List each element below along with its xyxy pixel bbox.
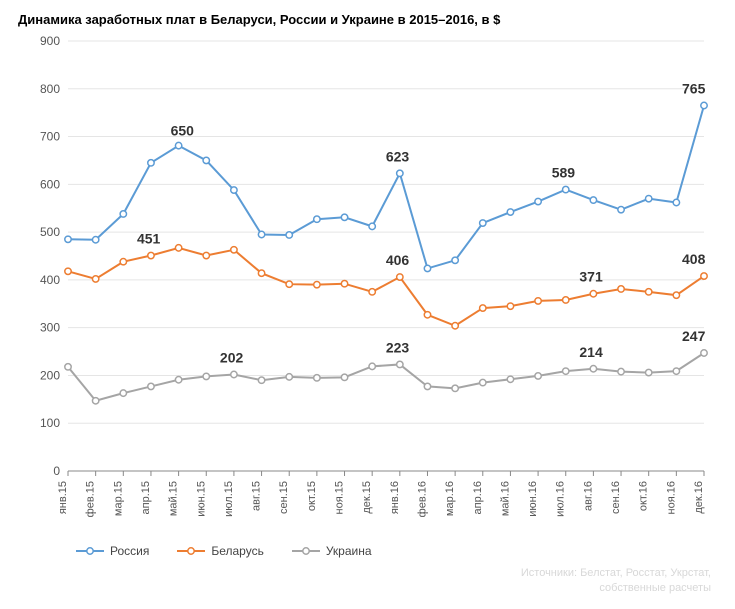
series-Украина: 202 223 214 247 bbox=[65, 328, 707, 404]
svg-text:589: 589 bbox=[552, 165, 576, 181]
svg-text:май.15: май.15 bbox=[168, 481, 180, 516]
svg-text:янв.15: янв.15 bbox=[57, 481, 69, 514]
svg-text:сен.16: сен.16 bbox=[610, 481, 622, 514]
svg-text:200: 200 bbox=[40, 368, 60, 382]
svg-text:окт.16: окт.16 bbox=[638, 481, 650, 511]
legend-item: Украина bbox=[292, 544, 372, 558]
legend: Россия Беларусь Украина bbox=[76, 544, 719, 558]
svg-text:371: 371 bbox=[579, 269, 603, 285]
svg-text:500: 500 bbox=[40, 225, 60, 239]
legend-swatch bbox=[76, 546, 104, 556]
svg-text:дек.15: дек.15 bbox=[361, 481, 373, 514]
svg-text:апр.15: апр.15 bbox=[140, 481, 152, 514]
svg-text:мар.15: мар.15 bbox=[112, 481, 124, 516]
svg-text:247: 247 bbox=[682, 328, 706, 344]
svg-text:700: 700 bbox=[40, 130, 60, 144]
svg-text:авг.15: авг.15 bbox=[251, 481, 263, 511]
svg-text:451: 451 bbox=[137, 231, 161, 247]
svg-text:ноя.15: ноя.15 bbox=[334, 481, 346, 514]
svg-text:авг.16: авг.16 bbox=[582, 481, 594, 511]
svg-text:202: 202 bbox=[220, 349, 244, 365]
series-Россия: 650 623 589 765 bbox=[65, 81, 707, 272]
svg-text:800: 800 bbox=[40, 82, 60, 96]
chart: 0 100 200 300 400 500 600 700 800 900 янв.15 фев.15… bbox=[16, 33, 716, 538]
chart-svg: 0 100 200 300 400 500 600 700 800 900 янв.15 фев.15… bbox=[16, 33, 716, 538]
svg-text:214: 214 bbox=[579, 344, 603, 360]
source-text: Источники: Белстат, Росстат, Укрстат, со… bbox=[471, 566, 711, 595]
svg-text:май.16: май.16 bbox=[499, 481, 511, 516]
svg-text:июн.16: июн.16 bbox=[527, 481, 539, 517]
svg-text:фев.16: фев.16 bbox=[416, 481, 428, 517]
svg-text:сен.15: сен.15 bbox=[278, 481, 290, 514]
svg-text:600: 600 bbox=[40, 177, 60, 191]
legend-swatch bbox=[292, 546, 320, 556]
svg-text:мар.16: мар.16 bbox=[444, 481, 456, 516]
svg-text:300: 300 bbox=[40, 321, 60, 335]
svg-text:223: 223 bbox=[386, 339, 410, 355]
legend-swatch bbox=[177, 546, 205, 556]
svg-text:июн.15: июн.15 bbox=[195, 481, 207, 517]
svg-text:фев.15: фев.15 bbox=[85, 481, 97, 517]
legend-item: Беларусь bbox=[177, 544, 263, 558]
svg-text:400: 400 bbox=[40, 273, 60, 287]
svg-text:900: 900 bbox=[40, 34, 60, 48]
legend-label: Россия bbox=[110, 544, 149, 558]
svg-text:623: 623 bbox=[386, 148, 410, 164]
legend-label: Украина bbox=[326, 544, 372, 558]
svg-text:765: 765 bbox=[682, 81, 706, 97]
svg-text:ноя.16: ноя.16 bbox=[665, 481, 677, 514]
svg-text:окт.15: окт.15 bbox=[306, 481, 318, 511]
svg-text:100: 100 bbox=[40, 416, 60, 430]
svg-text:июл.16: июл.16 bbox=[555, 481, 567, 517]
svg-text:апр.16: апр.16 bbox=[472, 481, 484, 514]
chart-title: Динамика заработных плат в Беларуси, Рос… bbox=[18, 12, 719, 27]
svg-text:650: 650 bbox=[171, 123, 195, 139]
svg-text:июл.15: июл.15 bbox=[223, 481, 235, 517]
svg-text:0: 0 bbox=[53, 464, 60, 478]
svg-text:408: 408 bbox=[682, 251, 706, 267]
legend-label: Беларусь bbox=[211, 544, 263, 558]
svg-text:дек.16: дек.16 bbox=[693, 481, 705, 514]
legend-item: Россия bbox=[76, 544, 149, 558]
svg-text:406: 406 bbox=[386, 252, 410, 268]
svg-text:янв.16: янв.16 bbox=[389, 481, 401, 514]
